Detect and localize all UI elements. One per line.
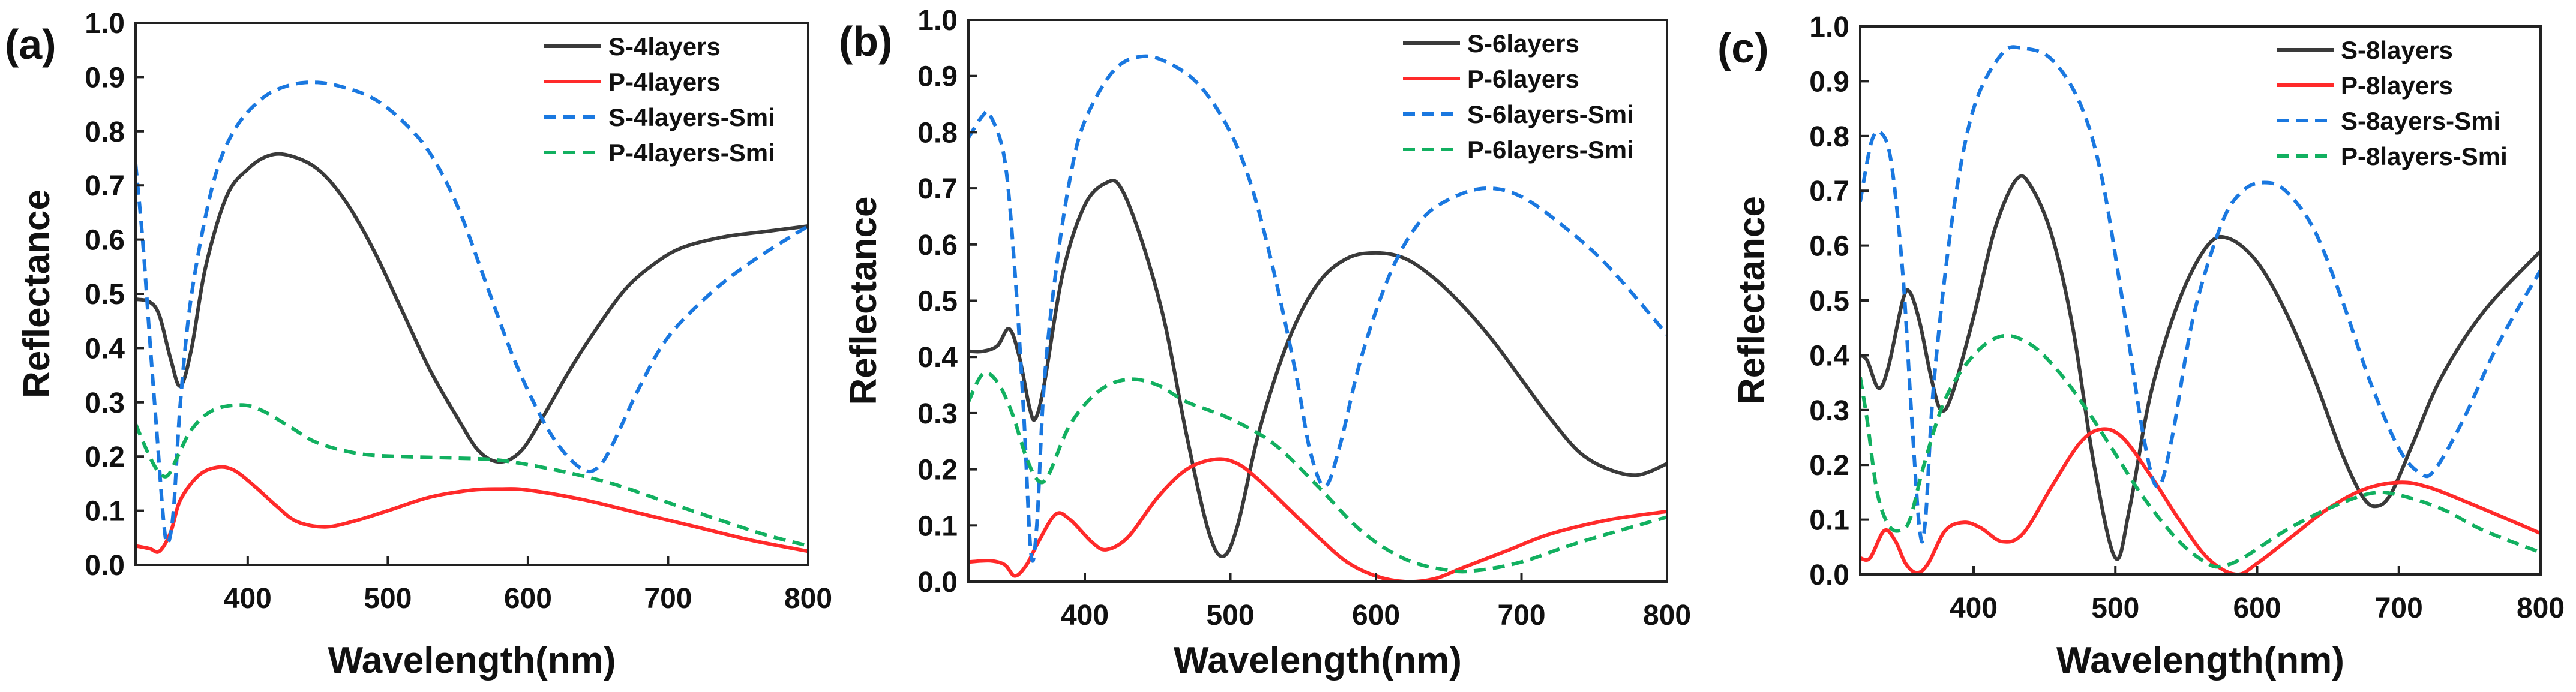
y-tick-label: 0.3 bbox=[85, 387, 125, 419]
x-axis-label: Wavelength(nm) bbox=[2056, 640, 2344, 681]
legend-label: S-6layers bbox=[1467, 29, 1579, 58]
y-axis-label: Reflectance bbox=[16, 189, 58, 398]
x-tick-label: 700 bbox=[2375, 592, 2423, 624]
x-axis-label: Wavelength(nm) bbox=[328, 640, 616, 681]
series-line-p-4layers-smi bbox=[136, 403, 808, 548]
y-tick-label: 0.0 bbox=[85, 550, 125, 582]
legend-label: S-8layers bbox=[2341, 36, 2453, 64]
y-tick-label: 0.4 bbox=[85, 333, 125, 365]
y-tick-label: 0.8 bbox=[917, 117, 958, 149]
y-tick-label: 0.0 bbox=[1809, 559, 1849, 591]
series-line-p-4layers bbox=[136, 465, 808, 554]
x-tick-label: 600 bbox=[1352, 600, 1400, 631]
y-tick-label: 0.1 bbox=[917, 510, 958, 542]
legend-label: P-6layers bbox=[1467, 65, 1579, 93]
y-tick-label: 0.9 bbox=[1809, 66, 1849, 98]
legend-label: S-6layers-Smi bbox=[1467, 100, 1634, 128]
x-tick-label: 700 bbox=[1497, 600, 1545, 631]
y-tick-label: 0.3 bbox=[917, 398, 958, 430]
y-tick-label: 0.1 bbox=[85, 496, 125, 528]
y-tick-label: 0.2 bbox=[1809, 450, 1849, 482]
legend-label: S-8ayers-Smi bbox=[2341, 107, 2500, 135]
panel-a: 0.0 0.1 0.2 0.3 0.4 0.5 0.6 0.7 0.8 0.9 1.0 400 500 6… bbox=[5, 8, 832, 681]
panel-label: (a) bbox=[5, 21, 56, 68]
y-tick-label: 0.8 bbox=[85, 116, 125, 148]
y-tick-label: 0.6 bbox=[85, 225, 125, 257]
x-tick-label: 400 bbox=[224, 583, 272, 615]
series-line-p-8layers bbox=[1860, 427, 2541, 574]
y-tick-label: 0.7 bbox=[917, 173, 958, 205]
legend-label: P-8layers-Smi bbox=[2341, 142, 2508, 170]
x-tick-label: 700 bbox=[644, 583, 692, 615]
panel-b: 0.0 0.1 0.2 0.3 0.4 0.5 0.6 0.7 0.8 0.9 1.0 400 500 6… bbox=[839, 5, 1691, 681]
y-tick-label: 0.6 bbox=[1809, 231, 1849, 263]
x-tick-label: 600 bbox=[2233, 592, 2281, 624]
y-tick-label: 0.9 bbox=[917, 61, 958, 93]
x-tick-label: 400 bbox=[1950, 592, 1998, 624]
x-tick-label: 600 bbox=[504, 583, 552, 615]
x-tick-label: 800 bbox=[784, 583, 832, 615]
y-tick-label: 0.1 bbox=[1809, 505, 1849, 537]
y-axis-label: Reflectance bbox=[843, 196, 884, 405]
series-line-s-4layers-smi bbox=[136, 80, 808, 546]
x-tick-label: 500 bbox=[2091, 592, 2139, 624]
legend-label: P-4layers bbox=[608, 68, 721, 96]
y-tick-label: 1.0 bbox=[1809, 11, 1849, 43]
y-tick-label: 0.5 bbox=[85, 279, 125, 311]
series-line-s-8ayers-smi bbox=[1860, 45, 2541, 544]
panel-c: 0.0 0.1 0.2 0.3 0.4 0.5 0.6 0.7 0.8 0.9 1.0 400 500 6… bbox=[1717, 11, 2565, 681]
y-tick-label: 0.7 bbox=[1809, 176, 1849, 207]
y-tick-label: 1.0 bbox=[85, 8, 125, 40]
series-line-s-6layers-smi bbox=[968, 54, 1667, 563]
y-tick-label: 0.3 bbox=[1809, 395, 1849, 427]
y-tick-label: 0.0 bbox=[917, 567, 958, 598]
y-tick-label: 0.4 bbox=[1809, 340, 1849, 372]
y-axis-label: Reflectance bbox=[1731, 196, 1773, 405]
y-tick-label: 1.0 bbox=[917, 5, 958, 37]
legend-label: P-6layers-Smi bbox=[1467, 136, 1634, 164]
legend: S-6layers P-6layers S-6layers-Smi P-6layers… bbox=[1403, 29, 1634, 164]
y-tick-label: 0.7 bbox=[85, 170, 125, 202]
y-tick-label: 0.6 bbox=[917, 230, 958, 261]
y-tick-label: 0.4 bbox=[917, 342, 958, 374]
x-tick-label: 400 bbox=[1061, 600, 1109, 631]
x-tick-label: 800 bbox=[2517, 592, 2565, 624]
legend: S-8layers P-8layers S-8ayers-Smi P-8layers-… bbox=[2277, 36, 2508, 170]
y-tick-label: 0.5 bbox=[917, 286, 958, 318]
y-tick-label: 0.9 bbox=[85, 62, 125, 94]
legend-label: S-4layers-Smi bbox=[608, 103, 775, 131]
y-tick-label: 0.2 bbox=[917, 455, 958, 486]
x-tick-label: 500 bbox=[1206, 600, 1254, 631]
series-line-s-8layers bbox=[1860, 174, 2541, 561]
y-tick-label: 0.5 bbox=[1809, 285, 1849, 317]
x-tick-label: 500 bbox=[364, 583, 412, 615]
y-tick-label: 0.2 bbox=[85, 441, 125, 473]
legend: S-4layers P-4layers S-4layers-Smi P-4layers… bbox=[544, 32, 775, 167]
legend-label: S-4layers bbox=[608, 32, 721, 61]
panel-label: (c) bbox=[1717, 25, 1769, 71]
legend-label: P-8layers bbox=[2341, 71, 2453, 100]
series-line-p-8layers-smi bbox=[1860, 333, 2541, 569]
x-tick-label: 800 bbox=[1643, 600, 1691, 631]
legend-label: P-4layers-Smi bbox=[608, 139, 775, 167]
y-tick-label: 0.8 bbox=[1809, 121, 1849, 153]
series-line-s-6layers bbox=[968, 179, 1667, 558]
series-line-p-6layers-smi bbox=[968, 371, 1667, 574]
x-axis-label: Wavelength(nm) bbox=[1174, 640, 1462, 681]
series-line-s-4layers bbox=[136, 152, 808, 464]
panel-label: (b) bbox=[839, 18, 892, 65]
